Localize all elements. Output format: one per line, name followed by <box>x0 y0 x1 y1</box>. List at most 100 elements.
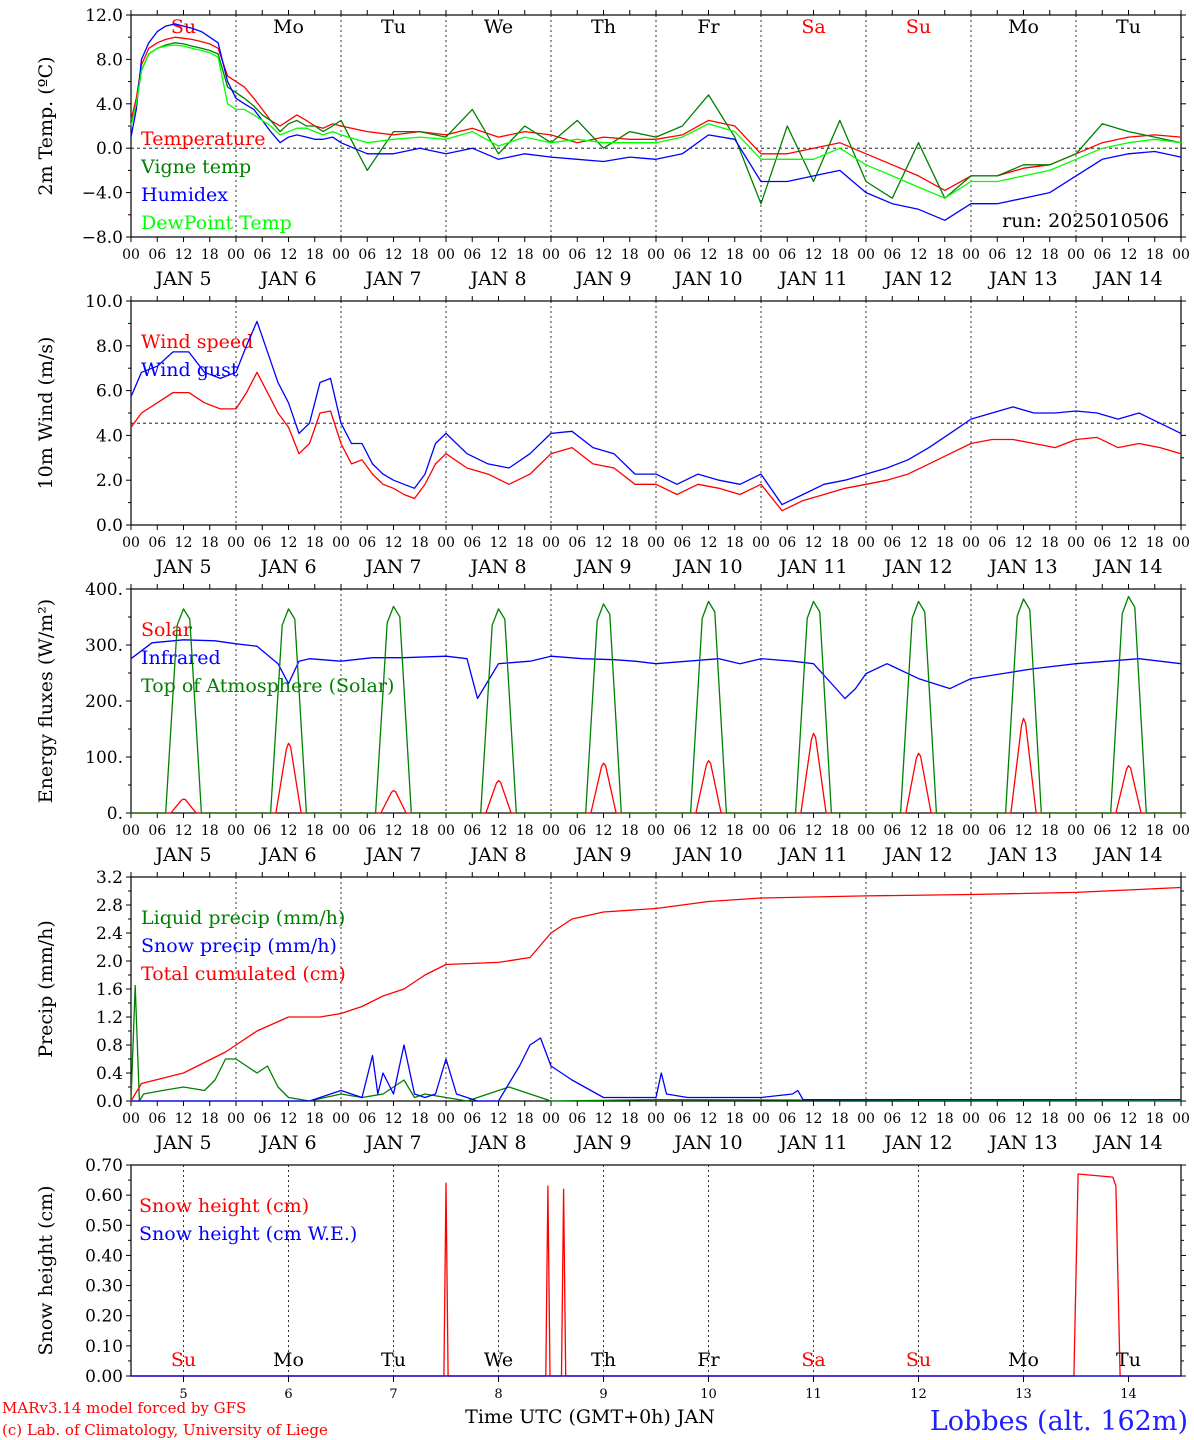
x-hour-label: 18 <box>1146 535 1164 551</box>
x-day-label: JAN 10 <box>672 268 742 290</box>
x-day-label: JAN 8 <box>468 268 526 290</box>
x-day-number: 7 <box>389 1387 397 1402</box>
x-hour-label: 06 <box>883 535 901 551</box>
x-day-label: JAN 9 <box>573 268 631 290</box>
chart-panel-2: 10.0 8.0 6.0 4.0 2.0 0.0 10m Wind (m/s) 00 06 12 1… <box>35 292 1190 578</box>
lab-credit: (c) Lab. of Climatology, University of L… <box>2 1421 328 1439</box>
x-hour-label: 12 <box>805 1111 823 1127</box>
y-tick-label: 400. <box>85 580 123 600</box>
series-line <box>130 42 1182 205</box>
x-hour-label: 12 <box>595 535 613 551</box>
x-hour-label: 06 <box>1093 535 1111 551</box>
x-hour-label: 12 <box>490 1111 508 1127</box>
x-hour-label: 18 <box>936 247 954 263</box>
x-hour-label: 12 <box>1120 823 1138 839</box>
y-tick-label: 10.0 <box>85 292 123 312</box>
x-day-number: 12 <box>910 1387 927 1402</box>
x-hour-label: 18 <box>621 1111 639 1127</box>
run-annotation: run: 2025010506 <box>1002 210 1169 232</box>
chart-panel-1: 12.0 8.0 4.0 0.0 −4.0 −8.0 2m Temp. (ºC) 00 06 12… <box>35 6 1190 290</box>
day-name-label: Tu <box>1116 16 1141 38</box>
x-hour-label: 06 <box>778 247 796 263</box>
x-day-label: JAN 7 <box>363 844 421 866</box>
x-hour-label: 12 <box>280 1111 298 1127</box>
x-day-number: 8 <box>494 1387 502 1402</box>
x-hour-label: 00 <box>122 1111 140 1127</box>
x-day-label: JAN 8 <box>468 844 526 866</box>
x-hour-label: 00 <box>1067 823 1085 839</box>
x-hour-label: 06 <box>673 247 691 263</box>
x-hour-label: 06 <box>988 823 1006 839</box>
x-hour-label: 18 <box>726 1111 744 1127</box>
x-hour-label: 06 <box>358 535 376 551</box>
day-name-label: Mo <box>273 16 304 38</box>
y-tick-label: 100. <box>85 748 123 768</box>
x-hour-label: 18 <box>936 823 954 839</box>
series-line <box>131 1173 1181 1377</box>
x-hour-label: 06 <box>673 1111 691 1127</box>
legend-label: Snow height (cm W.E.) <box>139 1223 357 1245</box>
x-hour-label: 18 <box>726 247 744 263</box>
x-day-label: JAN 13 <box>987 1132 1057 1154</box>
x-hour-label: 06 <box>673 535 691 551</box>
x-hour-label: 00 <box>1067 535 1085 551</box>
x-day-label: JAN 6 <box>258 844 316 866</box>
x-hour-label: 00 <box>542 823 560 839</box>
x-hour-label: 06 <box>778 1111 796 1127</box>
x-hour-label: 00 <box>542 535 560 551</box>
x-hour-label: 06 <box>358 823 376 839</box>
x-hour-label: 06 <box>673 823 691 839</box>
x-day-label: JAN 6 <box>258 268 316 290</box>
x-hour-label: 18 <box>1146 1111 1164 1127</box>
x-hour-label: 00 <box>1172 535 1190 551</box>
x-day-label: JAN 8 <box>468 556 526 578</box>
x-hour-label: 06 <box>463 1111 481 1127</box>
y-tick-label: 0.00 <box>85 1367 123 1387</box>
legend-label: Vigne temp <box>140 156 251 178</box>
x-hour-label: 18 <box>306 247 324 263</box>
x-hour-label: 18 <box>201 535 219 551</box>
x-hour-label: 18 <box>516 247 534 263</box>
x-hour-label: 06 <box>1093 247 1111 263</box>
x-hour-label: 18 <box>201 1111 219 1127</box>
y-tick-label: 4.0 <box>96 95 123 115</box>
y-tick-label: 6.0 <box>96 382 123 402</box>
x-hour-label: 18 <box>411 823 429 839</box>
x-day-number: 10 <box>700 1387 717 1402</box>
x-day-number: 5 <box>179 1387 187 1402</box>
x-hour-label: 12 <box>1015 823 1033 839</box>
x-hour-label: 00 <box>332 1111 350 1127</box>
x-day-label: JAN 14 <box>1092 556 1162 578</box>
y-tick-label: 0.40 <box>85 1246 123 1266</box>
legend-label: Top of Atmosphere (Solar) <box>141 675 394 697</box>
day-name-label: Mo <box>273 1349 304 1371</box>
legend-label: Snow height (cm) <box>139 1195 309 1217</box>
x-hour-label: 12 <box>490 247 508 263</box>
x-hour-label: 06 <box>568 247 586 263</box>
x-hour-label: 00 <box>122 823 140 839</box>
y-tick-label: 0.20 <box>85 1307 123 1327</box>
legend-label: Temperature <box>141 128 265 150</box>
y-tick-label: 2.4 <box>96 924 123 944</box>
series-line <box>130 44 1182 199</box>
y-tick-label: 0.30 <box>85 1277 123 1297</box>
y-tick-label: 300. <box>85 636 123 656</box>
y-tick-label: 2.8 <box>96 896 123 916</box>
day-name-label: Tu <box>381 1349 406 1371</box>
x-hour-label: 12 <box>805 247 823 263</box>
y-tick-label: 1.2 <box>96 1008 123 1028</box>
x-hour-label: 06 <box>1093 823 1111 839</box>
x-day-label: JAN 6 <box>258 556 316 578</box>
y-tick-label: 0.0 <box>96 1092 123 1112</box>
x-hour-label: 06 <box>1093 1111 1111 1127</box>
x-day-label: JAN 9 <box>573 844 631 866</box>
x-hour-label: 18 <box>1041 1111 1059 1127</box>
y-tick-label: 0.4 <box>96 1064 123 1084</box>
x-hour-label: 00 <box>542 1111 560 1127</box>
x-hour-label: 00 <box>332 535 350 551</box>
x-hour-label: 12 <box>1120 535 1138 551</box>
x-hour-label: 12 <box>595 247 613 263</box>
day-name-label: Tu <box>381 16 406 38</box>
legend-label: Solar <box>141 619 193 641</box>
y-tick-label: 0.8 <box>96 1036 123 1056</box>
